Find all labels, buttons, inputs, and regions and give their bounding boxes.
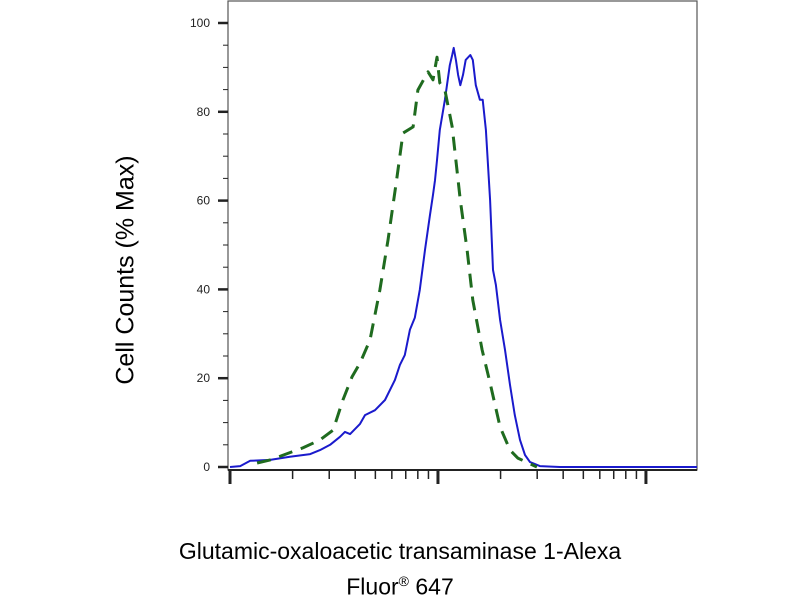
plot-border <box>227 0 698 471</box>
series-line-control-dashed <box>256 55 538 469</box>
registered-mark: ® <box>398 573 409 589</box>
series-line-sample-solid <box>229 46 697 468</box>
y-tick-label: 80 <box>197 105 211 119</box>
y-tick-label: 100 <box>190 16 210 30</box>
y-axis-label: Cell Counts (% Max) <box>111 155 140 385</box>
x-axis-label-line1: Glutamic-oxaloacetic transaminase 1-Alex… <box>178 538 622 564</box>
y-tick-label: 60 <box>197 194 211 208</box>
series-lines <box>229 46 697 469</box>
y-axis: 0 20 40 60 80 100 <box>190 16 228 474</box>
plot-frame <box>227 0 698 471</box>
y-tick-label: 40 <box>197 282 211 296</box>
x-axis-label: Glutamic-oxaloacetic transaminase 1-Alex… <box>0 536 800 602</box>
y-tick-label: 0 <box>203 460 210 474</box>
y-tick-label: 20 <box>197 371 211 385</box>
x-label-fluor: Fluor <box>346 573 399 600</box>
x-label-647: 647 <box>408 573 454 600</box>
x-axis <box>228 470 648 484</box>
x-axis-label-line2: Fluor® 647 <box>0 566 800 602</box>
